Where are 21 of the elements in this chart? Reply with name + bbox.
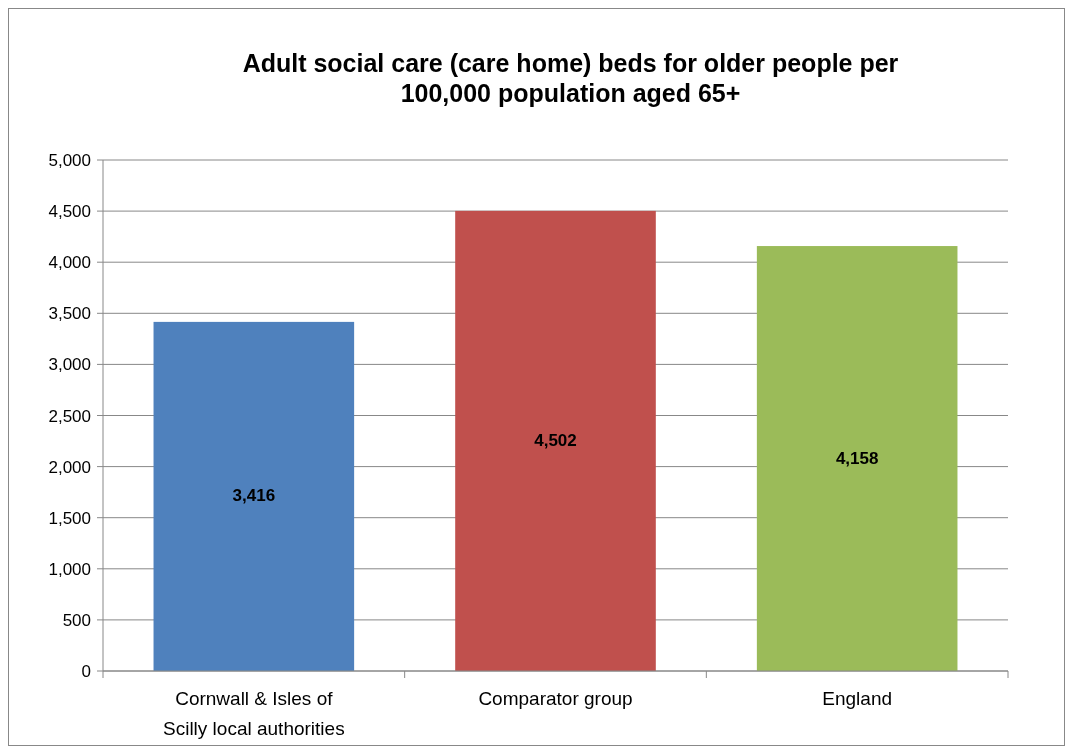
chart-title: Adult social care (care home) beds for older people per 100,000 population aged 65+ [242,49,899,107]
x-tick-label: Cornwall & Isles of Scilly local authorities [163,688,345,739]
x-tick-label: Comparator group [478,688,633,709]
y-tick-label: 0 [81,662,91,681]
y-tick-label: 500 [62,610,91,630]
data-label: 3,416 [232,486,276,506]
bar [153,321,355,671]
bar [455,210,656,671]
y-tick-label: 3,500 [48,304,91,324]
y-tick-label: 5,000 [48,151,91,170]
y-tick-label: 1,000 [48,559,91,579]
y-tick-label: 1,500 [48,508,91,528]
bar [756,246,958,671]
y-tick-label: 2,000 [48,457,91,477]
y-tick-label: 4,500 [48,202,91,222]
data-label: 4,158 [835,448,879,468]
y-tick-label: 2,500 [48,406,91,426]
data-label: 4,502 [534,430,577,450]
y-tick-label: 4,000 [48,253,91,273]
x-tick-label: England [822,688,893,709]
y-tick-label: 3,000 [48,355,91,375]
